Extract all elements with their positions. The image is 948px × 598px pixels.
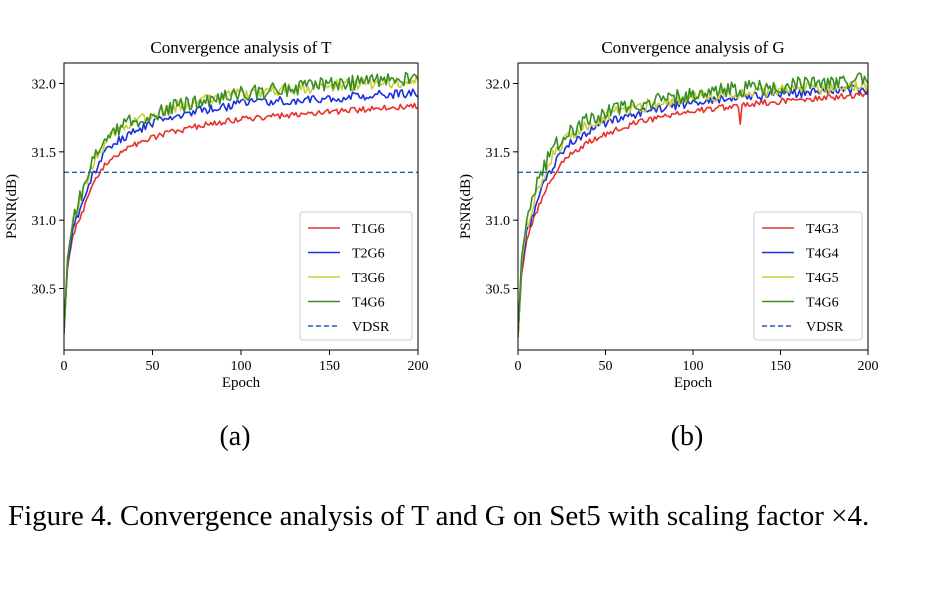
panel-label: (a) [219, 421, 250, 452]
chart-title: Convergence analysis of G [601, 38, 784, 57]
legend-label-t4g6: T4G6 [806, 296, 839, 311]
y-axis-label: PSNR(dB) [4, 174, 20, 239]
y-tick-label: 32.0 [32, 78, 57, 93]
x-tick-label: 0 [61, 359, 68, 374]
legend-box [299, 211, 413, 341]
legend-label-vdsr: VDSR [352, 320, 390, 335]
x-axis-label: Epoch [222, 375, 261, 391]
figure-caption: Figure 4. Convergence analysis of T and … [8, 500, 870, 532]
y-tick-label: 31.5 [32, 146, 57, 161]
x-tick-label: 150 [770, 359, 791, 374]
legend-label-t4g3: T4G3 [806, 222, 839, 237]
series-line-t1g6 [64, 102, 418, 334]
legend-label-vdsr: VDSR [806, 320, 844, 335]
x-tick-label: 50 [599, 359, 613, 374]
series-line-t4g6 [64, 71, 418, 333]
x-tick-label: 150 [319, 359, 340, 374]
legend-label-t3g6: T3G6 [352, 271, 385, 286]
y-tick-label: 31.5 [486, 146, 511, 161]
x-tick-label: 50 [146, 359, 160, 374]
legend-label-t2g6: T2G6 [352, 247, 385, 262]
panel-a: Convergence analysis of T 0 50 100 150 200 30.… [4, 38, 429, 452]
chart-title: Convergence analysis of T [150, 38, 332, 57]
series-line-t2g6 [64, 88, 418, 334]
y-tick-label: 32.0 [486, 78, 511, 93]
panel-label: (b) [671, 421, 704, 452]
series-line-t4g3 [518, 92, 868, 337]
x-tick-label: 100 [231, 359, 252, 374]
legend-box [753, 211, 863, 341]
x-axis-label: Epoch [674, 375, 713, 391]
series-line-t4g6 [518, 72, 868, 336]
legend-label-t4g4: T4G4 [806, 247, 839, 262]
y-tick-label: 30.5 [32, 283, 57, 298]
y-tick-label: 30.5 [486, 283, 511, 298]
x-tick-label: 200 [408, 359, 429, 374]
y-axis-label: PSNR(dB) [458, 174, 474, 239]
legend-label-t1g6: T1G6 [352, 222, 385, 237]
legend-label-t4g5: T4G5 [806, 271, 839, 286]
y-tick-label: 31.0 [32, 214, 57, 229]
x-tick-label: 200 [858, 359, 879, 374]
series-lines [518, 72, 868, 338]
series-lines [64, 71, 418, 334]
x-tick-label: 0 [515, 359, 522, 374]
panel-b: Convergence analysis of G 0 50 100 150 200 30.… [458, 38, 879, 452]
x-tick-label: 100 [683, 359, 704, 374]
y-tick-label: 31.0 [486, 214, 511, 229]
legend-label-t4g6: T4G6 [352, 296, 385, 311]
legend: T4G3 T4G4 T4G5 T4G6 VDSR [753, 211, 863, 341]
legend: T1G6 T2G6 T3G6 T4G6 VDSR [299, 211, 413, 341]
